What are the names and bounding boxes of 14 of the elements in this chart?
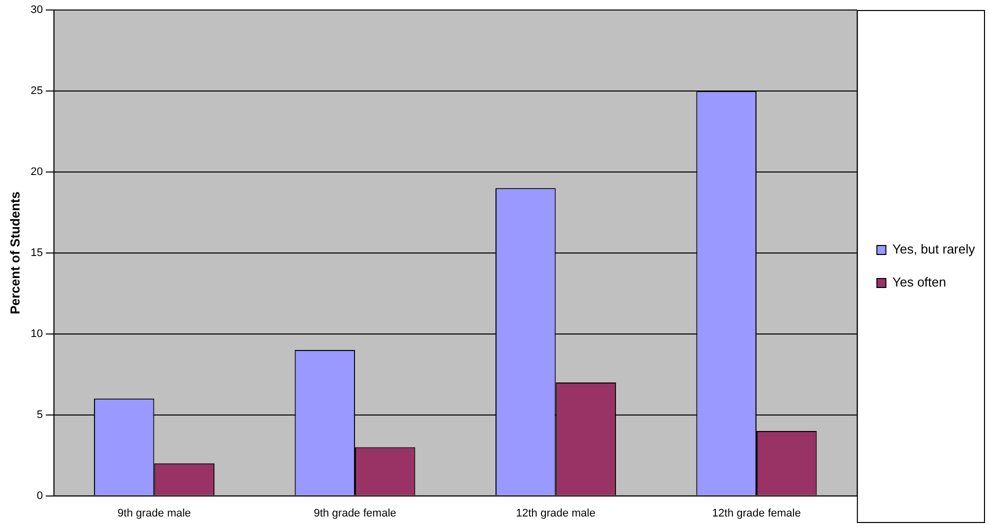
y-tick-label: 30 [30,4,43,16]
y-tick-label: 0 [36,490,43,502]
x-tick-label: 12th grade male [516,507,596,520]
y-axis-title: Percent of Students [7,192,22,314]
y-tick-label: 15 [30,246,43,259]
x-tick-label: 12th grade female [712,507,801,520]
y-tick-label: 5 [36,408,43,421]
x-tick-label: 9th grade male [118,507,191,520]
y-tick-label: 25 [30,85,43,97]
y-tick-label: 20 [30,166,43,178]
y-tick-label: 10 [30,328,43,340]
legend-label: Yes, but rarely [892,242,976,257]
legend-label: Yes often [892,274,946,290]
x-tick-label: 9th grade female [314,507,396,520]
